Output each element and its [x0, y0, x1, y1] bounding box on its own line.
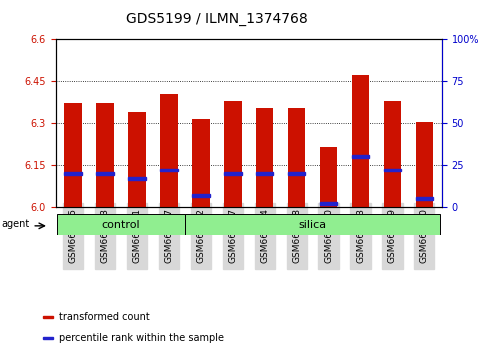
- Bar: [224, 101, 242, 207]
- Bar: [160, 93, 178, 207]
- Text: percentile rank within the sample: percentile rank within the sample: [59, 333, 224, 343]
- Bar: [288, 108, 305, 207]
- Text: GDS5199 / ILMN_1374768: GDS5199 / ILMN_1374768: [127, 12, 308, 27]
- Bar: [192, 119, 210, 207]
- Bar: [128, 177, 146, 180]
- Bar: [96, 103, 114, 207]
- Bar: [224, 172, 242, 175]
- Bar: [352, 75, 369, 207]
- Bar: [320, 202, 337, 205]
- Bar: [57, 214, 185, 235]
- Bar: [128, 112, 146, 207]
- Bar: [415, 197, 433, 200]
- Bar: [384, 101, 401, 207]
- Bar: [288, 172, 305, 175]
- Bar: [160, 169, 178, 171]
- Text: silica: silica: [298, 220, 327, 230]
- Bar: [352, 155, 369, 158]
- Bar: [320, 147, 337, 207]
- Bar: [256, 108, 273, 207]
- Bar: [43, 316, 53, 318]
- Bar: [64, 172, 82, 175]
- Text: transformed count: transformed count: [59, 312, 150, 322]
- Bar: [64, 103, 82, 207]
- Bar: [192, 194, 210, 197]
- Bar: [185, 214, 440, 235]
- Bar: [415, 122, 433, 207]
- Text: control: control: [102, 220, 141, 230]
- Bar: [96, 172, 114, 175]
- Text: agent: agent: [1, 219, 29, 229]
- Bar: [256, 172, 273, 175]
- Bar: [384, 169, 401, 171]
- Bar: [43, 337, 53, 338]
